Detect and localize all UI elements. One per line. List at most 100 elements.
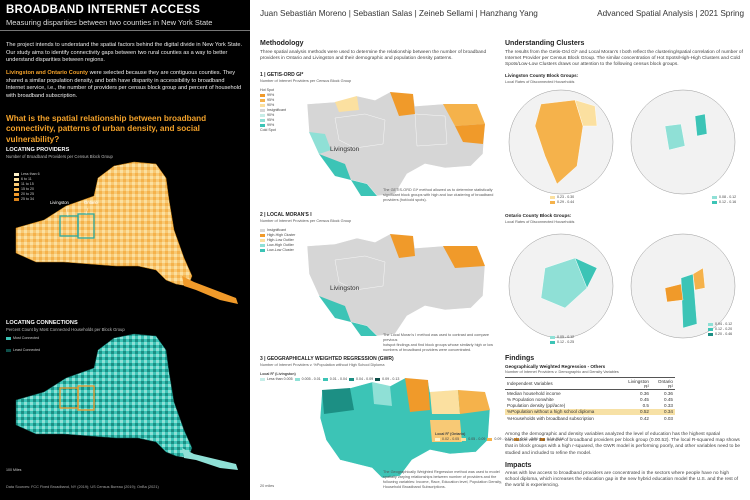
findings-table-subtitle: Number of Internet Providers v. Demograp…	[505, 370, 619, 374]
getis-legend-item: Insignificant	[260, 108, 286, 112]
livingston-bg-subtitle: Local Rates of Disconnected Households	[505, 80, 575, 84]
course: Advanced Spatial Analysis | 2021 Spring	[597, 9, 744, 18]
gwr-left-legend-item: 0.005 - 0.01	[294, 377, 321, 381]
locating-providers-subtitle: Number of Broadband Providers per Census…	[6, 154, 113, 159]
providers-legend-item: 25 to 34	[14, 197, 34, 201]
livingston-legend-item: 0.08 - 0.12	[712, 195, 736, 199]
methodology-text: Three spatial analysis methods were used…	[260, 50, 487, 62]
gwr-map	[319, 377, 491, 479]
authors: Juan Sebastián Moreno | Sebastian Salas …	[260, 9, 538, 18]
moran-subtitle: Number of Internet Providers per Census …	[260, 219, 352, 223]
legend-most-connected: Most Connected	[6, 336, 39, 340]
gwr-left-legend-item: 0.09 - 0.13	[375, 377, 399, 381]
ontario-legend-item: 0.12 - 0.25	[550, 340, 574, 344]
getis-legend-item: 99%	[260, 93, 286, 97]
providers-legend-item: 11 to 15	[14, 182, 34, 186]
left-panel: BROADBAND INTERNET ACCESS Measuring disp…	[0, 0, 250, 500]
gwr-right-legend-item: 0.12 - 0.14	[513, 437, 538, 441]
providers-legend-item: 6 to 11	[14, 177, 32, 181]
table-row: %Households with broadband subscription 0…	[507, 415, 673, 421]
clusters-text: The results from the Getis-Ord Gi* and L…	[505, 50, 743, 68]
getis-legend-item: 90%	[260, 103, 286, 107]
getis-legend-heading: Cold Spot	[260, 128, 276, 132]
moran-title: 2 | LOCAL MORAN'S I	[260, 212, 312, 218]
getis-legend: Hot Spot 99% 95% 90% Insignificant 90% 95% 99% C…	[260, 88, 286, 133]
poster-subtitle: Measuring disparities between two counti…	[6, 18, 213, 27]
moran-map	[306, 233, 486, 336]
impacts-title: Impacts	[505, 462, 532, 469]
findings-title: Findings	[505, 355, 535, 362]
moran-legend-item: Insignificant	[260, 228, 295, 232]
gwr-scale: 20 miles	[260, 484, 275, 488]
gwr-right-legend-item: 0.14 - 0.16	[539, 437, 564, 441]
gwr-left-legend-item: 0.04 - 0.09	[348, 377, 373, 381]
livingston-legend-item: 0.29 - 0.44	[550, 200, 574, 204]
livingston-legend-item: 0.23 - 0.30	[550, 195, 574, 199]
moran-legend-item: High-High Cluster	[260, 233, 295, 237]
table-row: %Population without a high school diplom…	[505, 408, 675, 415]
gwr-right-legend-item: 0.05 - 0.09	[461, 437, 485, 441]
poster-title: BROADBAND INTERNET ACCESS	[6, 4, 201, 16]
ontario-legend-item: 0.20 - 0.46	[708, 332, 732, 336]
getis-legend-item: 95%	[260, 118, 286, 122]
moran-map-label: Livingston	[330, 285, 360, 292]
intro-paragraph-2: Livingston and Ontario County were selec…	[6, 70, 244, 100]
moran-legend-item: High-Low Outlier	[260, 238, 295, 242]
locating-connections-title: LOCATING CONNECTIONS	[6, 320, 78, 326]
ontario-circle-maps	[508, 233, 736, 339]
right-panel: Juan Sebastián Moreno | Sebastian Salas …	[250, 0, 750, 500]
livingston-label-1: Livingston	[50, 200, 69, 205]
impacts-text: Areas with low access to broadband provi…	[505, 471, 739, 489]
table-row: Median household income 0.36 0.36	[507, 390, 673, 396]
findings-table: Independent Variables Livingston R² Ontar…	[505, 377, 675, 421]
data-sources: Data Sources: FCC Fixed Broadband, NY (2…	[6, 485, 159, 489]
intro-counties-text: were selected because they are contiguou…	[6, 70, 242, 99]
scale-bar: 100 Miles	[6, 468, 22, 472]
ontario-legend-item: 0.05 - 0.12	[550, 335, 574, 339]
getis-legend-heading: Hot Spot	[260, 88, 274, 92]
gwr-subtitle: Number of Internet Providers v. %Populat…	[260, 363, 385, 367]
gwr-legend-right: Local R² (Ontario) 0.02 - 0.05 0.05 - 0.0…	[435, 432, 564, 441]
ontario-legend-b: 0.04 - 0.12 0.12 - 0.20 0.20 - 0.46	[708, 322, 732, 337]
moran-legend-item: Low-High Outlier	[260, 243, 295, 247]
clusters-title: Understanding Clusters	[505, 40, 585, 47]
providers-legend-item: 20 to 25	[14, 192, 34, 196]
ontario-legend-a: 0.05 - 0.12 0.12 - 0.25	[550, 335, 574, 345]
intro-paragraph: The project intends to understand the sp…	[6, 42, 243, 64]
ontario-legend-item: 0.04 - 0.12	[708, 322, 732, 326]
table-row: Population density (ppl/acre) 0.5 0.33	[507, 403, 673, 409]
getis-title: 1 | GETIS-ORD GI*	[260, 72, 304, 78]
providers-legend-item: Less than 6	[14, 172, 40, 176]
gwr-legend-left: Local R² (Livingston) Less than 0.005 0.0…	[260, 372, 400, 381]
gwr-caption: The Geographically Weighted Regression m…	[383, 470, 502, 489]
getis-subtitle: Number of Internet Providers per Census …	[260, 79, 352, 83]
intro-counties: Livingston and Ontario County	[6, 70, 89, 76]
ontario-legend-item: 0.12 - 0.20	[708, 327, 732, 331]
getis-caption: The GETIS-ORD GI* method allowed us to d…	[383, 188, 494, 202]
moran-caption: The Local Moran's I method was used to c…	[383, 333, 493, 352]
gwr-left-legend-item: Less than 0.005	[260, 377, 293, 381]
providers-legend-item: 15 to 20	[14, 187, 34, 191]
getis-legend-item: 99%	[260, 123, 286, 127]
livingston-legend-item: 0.12 - 0.16	[712, 200, 736, 204]
ontario-label-1: Ontario	[84, 200, 98, 205]
livingston-bg-title: Livingston County Block Groups:	[505, 73, 579, 78]
findings-table-header: Independent Variables Livingston R² Ontar…	[505, 377, 675, 390]
methodology-title: Methodology	[260, 40, 304, 47]
ontario-bg-title: Ontario County Block Groups:	[505, 213, 572, 218]
ny-providers-map	[15, 161, 238, 304]
getis-map-label: Livingston	[330, 146, 360, 153]
moran-legend-item: Low-Low Cluster	[260, 248, 295, 252]
livingston-legend-b: 0.08 - 0.12 0.12 - 0.16	[712, 195, 736, 205]
livingston-circle-maps	[508, 89, 736, 195]
getis-legend-item: 90%	[260, 113, 286, 117]
findings-table-title: Geographically Weighted Regression - Oth…	[505, 364, 606, 369]
ontario-bg-subtitle: Local Rates of Disconnected Households	[505, 220, 575, 224]
research-question: What is the spatial relationship between…	[6, 114, 207, 144]
findings-text: Among the demographic and density variab…	[505, 432, 741, 456]
locating-providers-title: LOCATING PROVIDERS	[6, 147, 70, 153]
gwr-right-legend-item: 0.09 - 0.12	[487, 437, 512, 441]
getis-map	[306, 91, 486, 197]
livingston-legend-a: 0.23 - 0.30 0.29 - 0.44	[550, 195, 574, 205]
moran-legend: Insignificant High-High Cluster High-Low O…	[260, 228, 295, 253]
